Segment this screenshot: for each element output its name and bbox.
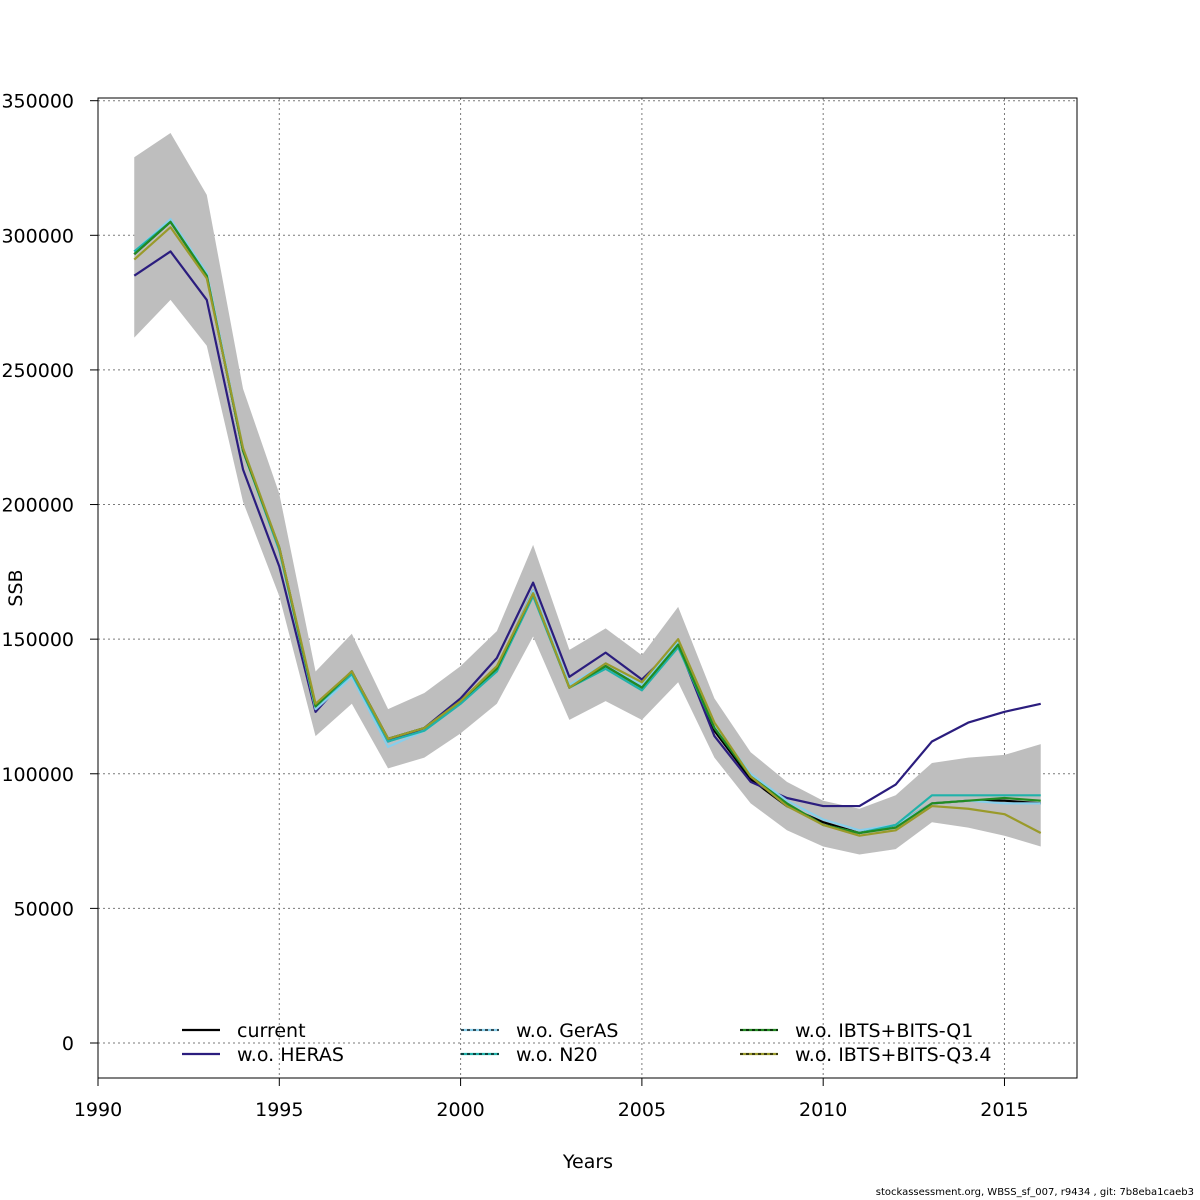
x-tick-label: 2005 (618, 1099, 666, 1121)
y-tick-label: 150000 (1, 629, 74, 651)
legend-label-5: w.o. IBTS+BITS-Q3.4 (795, 1044, 991, 1066)
axes-layer: 1990 1995 2000 2005 2010 2015 0 50000 100000 1500… (1, 91, 1078, 1121)
plot-frame (97, 97, 1078, 1079)
series-line-5 (133, 226, 1042, 837)
y-axis-label: SSB (5, 569, 27, 606)
y-tick-label: 350000 (1, 91, 74, 113)
legend-label-4: w.o. IBTS+BITS-Q1 (795, 1020, 973, 1042)
x-tick-label: 2010 (799, 1099, 847, 1121)
y-tick-label: 250000 (1, 360, 74, 382)
x-tick-label: 2000 (436, 1099, 484, 1121)
x-axis-label: Years (562, 1151, 613, 1173)
x-tick-label: 1995 (255, 1099, 303, 1121)
footer-credit: stockassessment.org, WBSS_sf_007, r9434 … (875, 1187, 1194, 1198)
y-tick-label: 50000 (14, 898, 74, 920)
series-line-1 (133, 250, 1041, 808)
confidence-band (134, 133, 1041, 855)
y-tick-label: 0 (62, 1033, 74, 1055)
legend-label-0: current (237, 1020, 306, 1042)
y-tick-label: 100000 (1, 764, 74, 786)
y-tick-label: 300000 (1, 225, 74, 247)
x-tick-label: 1990 (74, 1099, 122, 1121)
x-tick-label: 2015 (980, 1099, 1028, 1121)
confidence-band-layer (134, 133, 1041, 855)
series-layer (133, 218, 1042, 837)
series-line-3 (133, 220, 1041, 835)
y-tick-label: 200000 (1, 495, 74, 517)
legend-label-3: w.o. N20 (516, 1044, 598, 1066)
legend-label-2: w.o. GerAS (516, 1020, 619, 1042)
grid-layer (97, 98, 1077, 1078)
legend-label-1: w.o. HERAS (237, 1044, 344, 1066)
